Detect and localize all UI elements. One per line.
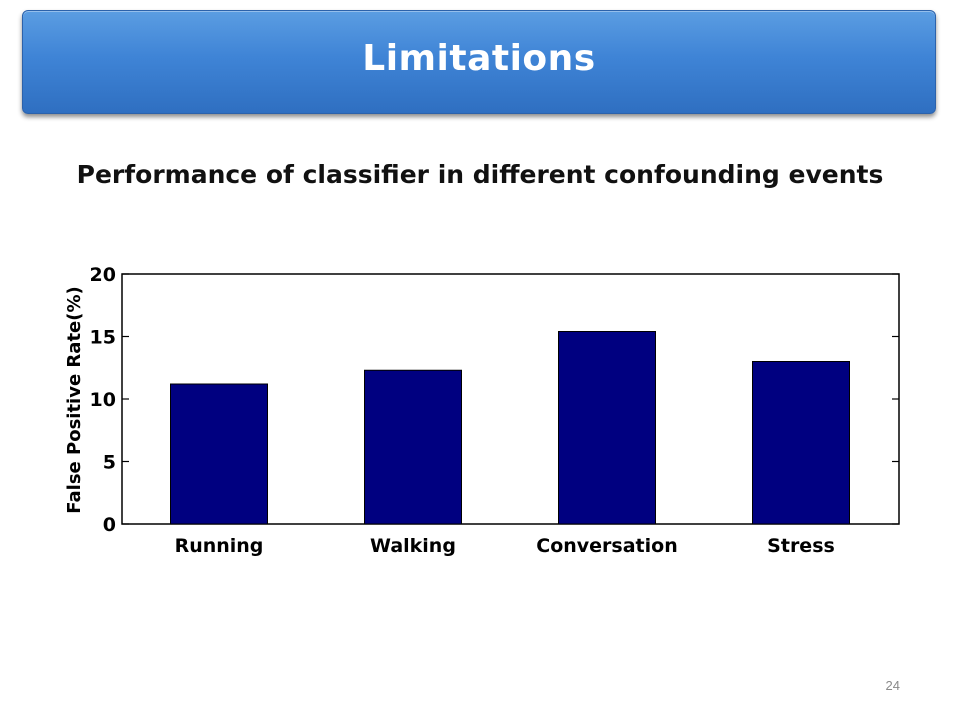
bar-conversation bbox=[558, 331, 656, 525]
x-ticks-group: Running Walking Conversation Stress bbox=[175, 535, 835, 557]
y-tick-label: 20 bbox=[90, 264, 116, 286]
x-tick-label: Running bbox=[175, 535, 264, 557]
y-axis-label: False Positive Rate(%) bbox=[64, 286, 85, 513]
bar-running bbox=[170, 383, 268, 525]
x-tick-label: Stress bbox=[767, 535, 835, 557]
slide-title-banner: Limitations bbox=[22, 10, 936, 114]
x-tick-label: Walking bbox=[370, 535, 456, 557]
y-ticks-group: 0 5 10 15 20 bbox=[90, 264, 899, 536]
bars-group bbox=[170, 331, 850, 525]
x-tick-label: Conversation bbox=[536, 535, 677, 557]
bar-walking bbox=[364, 369, 462, 525]
y-tick-label: 10 bbox=[90, 389, 116, 411]
y-tick-label: 5 bbox=[103, 452, 116, 474]
y-tick-label: 0 bbox=[103, 514, 116, 536]
page-number: 24 bbox=[885, 678, 900, 693]
bar-stress bbox=[752, 361, 850, 525]
slide-title: Limitations bbox=[362, 37, 596, 79]
y-tick-label: 15 bbox=[90, 327, 116, 349]
chart-title: Performance of classifier in different c… bbox=[76, 160, 884, 189]
